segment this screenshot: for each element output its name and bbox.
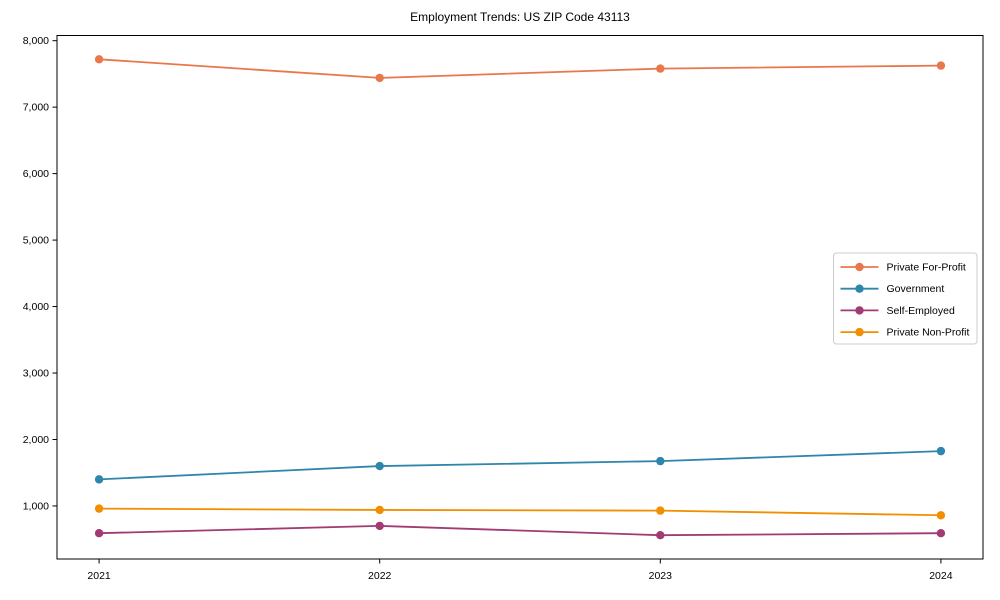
series-line-government bbox=[98, 450, 942, 481]
data-point bbox=[94, 504, 104, 513]
x-axis-tick-label: 2024 bbox=[929, 570, 953, 582]
y-axis-tick-label: 3,000 bbox=[23, 368, 49, 380]
data-point bbox=[656, 456, 665, 466]
legend-label: Private Non-Profit bbox=[887, 327, 970, 339]
data-point bbox=[375, 505, 384, 515]
y-axis-tick-label: 1,000 bbox=[23, 500, 49, 512]
legend: Private For-Profit Government Self-Employe… bbox=[833, 252, 978, 345]
series-line-self-employed bbox=[98, 524, 942, 537]
data-point bbox=[375, 521, 384, 531]
x-axis-tick-label: 2023 bbox=[649, 570, 673, 582]
legend-label: Private For-Profit bbox=[887, 262, 966, 274]
y-axis-tick-label: 6,000 bbox=[23, 168, 49, 180]
legend-marker bbox=[855, 306, 864, 315]
plot-area bbox=[56, 35, 984, 560]
x-axis-tick-label: 2022 bbox=[368, 570, 392, 582]
data-point bbox=[375, 73, 384, 83]
data-point bbox=[936, 511, 946, 520]
legend-marker bbox=[855, 284, 864, 293]
legend-marker bbox=[855, 262, 864, 272]
data-point bbox=[94, 529, 104, 538]
data-point bbox=[656, 64, 665, 73]
y-axis-tick-label: 5,000 bbox=[23, 235, 49, 247]
data-point bbox=[375, 461, 384, 471]
data-point bbox=[936, 529, 946, 538]
legend-label: Self-Employed bbox=[887, 305, 955, 317]
data-point bbox=[656, 506, 665, 515]
data-point bbox=[94, 55, 104, 64]
legend-box bbox=[833, 252, 978, 345]
chart-title: Employment Trends: US ZIP Code 43113 bbox=[410, 10, 630, 24]
y-axis-tick-label: 8,000 bbox=[23, 35, 49, 47]
y-axis-tick-label: 7,000 bbox=[23, 102, 49, 114]
legend-label: Government bbox=[887, 283, 945, 295]
legend-marker bbox=[855, 327, 864, 337]
data-point bbox=[94, 475, 104, 484]
x-axis-tick-label: 2021 bbox=[87, 570, 111, 582]
series-line-private-non-profit bbox=[98, 507, 942, 517]
series-line-private-for-profit bbox=[98, 58, 942, 79]
y-axis-tick-label: 4,000 bbox=[23, 301, 49, 313]
y-axis-tick-label: 2,000 bbox=[23, 434, 49, 446]
data-point bbox=[656, 531, 665, 540]
data-point bbox=[936, 446, 946, 456]
data-point bbox=[936, 61, 946, 70]
